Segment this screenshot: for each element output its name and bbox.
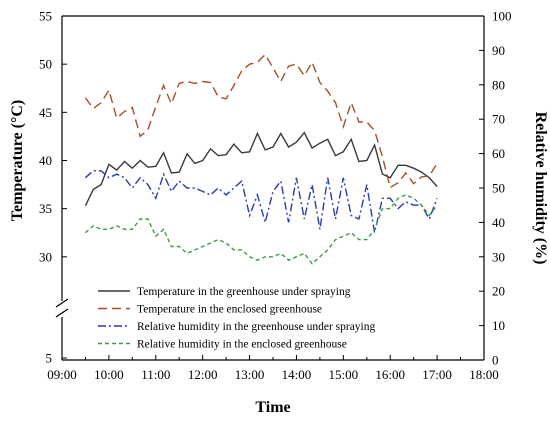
y-tick-label: 50 xyxy=(39,57,52,72)
y2-tick-label: 80 xyxy=(492,77,505,92)
x-tick-label: 16:00 xyxy=(375,367,405,382)
y2-tick-label: 40 xyxy=(492,215,505,230)
y-tick-label: 55 xyxy=(39,9,52,24)
y2-tick-label: 10 xyxy=(492,318,505,333)
x-tick-label: 09:00 xyxy=(47,367,77,382)
legend-label-1: Temperature in the greenhouse under spra… xyxy=(137,286,351,298)
axis-break-mark xyxy=(55,298,69,308)
y2-tick-label: 100 xyxy=(492,9,512,24)
y2-tick-label: 0 xyxy=(492,353,499,368)
y-tick-label: 30 xyxy=(39,249,52,264)
x-tick-label: 12:00 xyxy=(188,367,218,382)
x-tick-label: 18:00 xyxy=(469,367,499,382)
y-axis-title: Temperature (°C) xyxy=(9,100,26,221)
y2-tick-label: 90 xyxy=(492,43,505,58)
x-axis-title: Time xyxy=(255,399,290,416)
y2-tick-label: 20 xyxy=(492,284,505,299)
series-line-3 xyxy=(84,170,438,233)
series-line-4 xyxy=(84,194,438,265)
legend: Temperature in the greenhouse under spra… xyxy=(98,286,375,351)
x-tick-label: 15:00 xyxy=(329,367,359,382)
x-tick-label: 11:00 xyxy=(141,367,170,382)
x-tick-label: 13:00 xyxy=(235,367,265,382)
x-tick-label: 17:00 xyxy=(422,367,452,382)
legend-label-2: Temperature in the enclosed greenhouse xyxy=(137,304,322,316)
x-tick-label: 10:00 xyxy=(94,367,124,382)
y2-axis-title: Relative humidity (%) xyxy=(532,112,549,265)
y-tick-label: 5 xyxy=(46,351,53,366)
legend-label-3: Relative humidity in the greenhouse unde… xyxy=(137,321,375,333)
y2-tick-label: 70 xyxy=(492,112,505,127)
y2-tick-label: 50 xyxy=(492,181,505,196)
series-line-2 xyxy=(84,53,438,189)
x-tick-label: 14:00 xyxy=(282,367,312,382)
y2-tick-label: 60 xyxy=(492,146,505,161)
axis-break-mark xyxy=(55,308,69,318)
series-layer xyxy=(84,53,438,265)
y-tick-label: 40 xyxy=(39,153,52,168)
axes-layer: 09:00 10:00 11:00 12:00 13:00 14:00 15:00 16:00… xyxy=(39,9,512,383)
legend-label-4: Relative humidity in the enclosed greenh… xyxy=(137,339,347,351)
y-tick-label: 35 xyxy=(39,201,52,216)
series-line-1 xyxy=(84,131,438,207)
y2-tick-label: 30 xyxy=(492,249,505,264)
y-tick-label: 45 xyxy=(39,105,52,120)
